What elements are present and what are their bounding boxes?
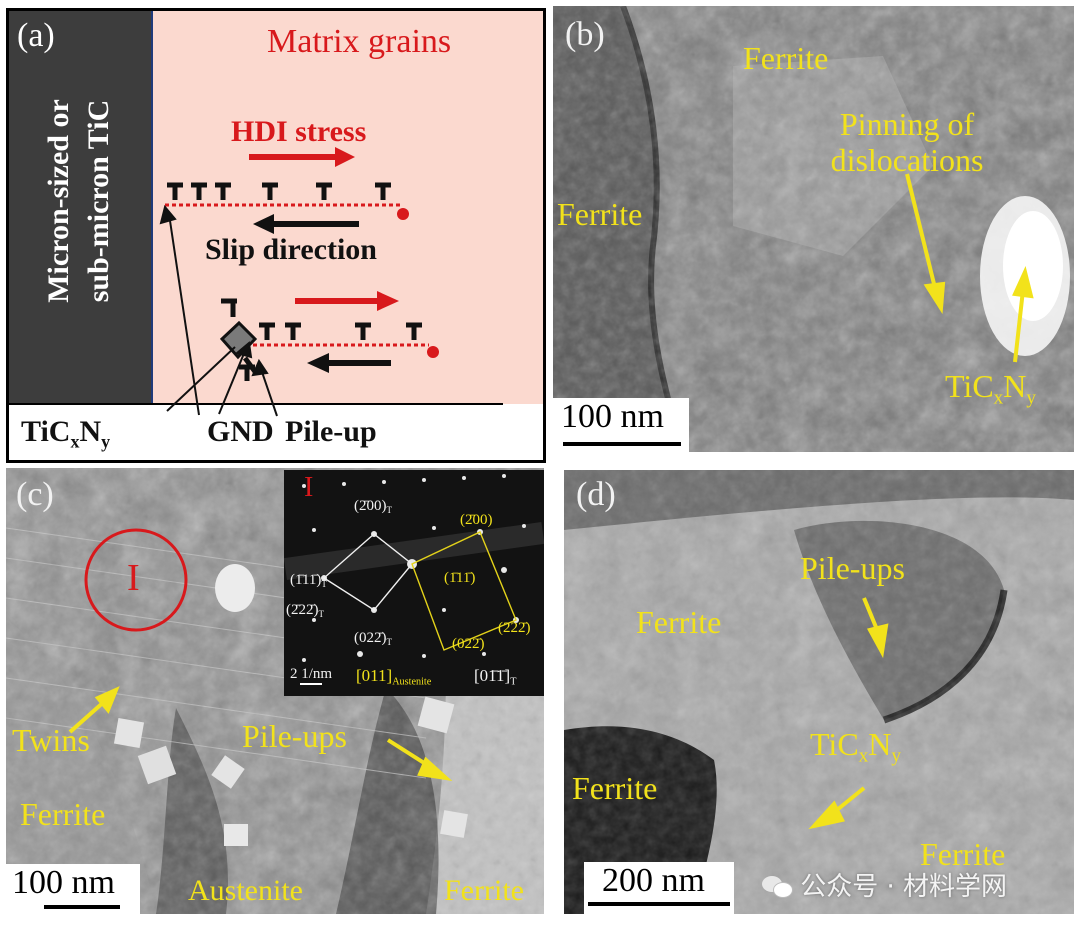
- twin-cell: [322, 533, 413, 611]
- saed-pattern: [284, 470, 544, 696]
- scale-bar-c: [44, 905, 120, 909]
- spot-022-twin: (022̄)T: [354, 630, 392, 648]
- panel-c-label: (c): [16, 476, 54, 513]
- region-i-label: I: [127, 557, 140, 599]
- matrix-grains-label: Matrix grains: [267, 23, 452, 60]
- inset-scale-text: 2 1/nm: [290, 666, 333, 682]
- zone-axis-austenite: [011]Austenite: [356, 666, 432, 688]
- panel-b-micrograph: [553, 6, 1074, 452]
- pileups-label-d: Pile-ups: [800, 550, 905, 586]
- spot-022: (022̄): [452, 636, 485, 652]
- pinning-line-2: dislocations: [830, 142, 984, 178]
- spot-200: (2̄00): [460, 512, 493, 528]
- panel-d-label: (d): [576, 476, 616, 513]
- hdi-stress-label: HDI stress: [231, 115, 367, 148]
- saed-inset: I (2̄00)T (1̄11̄)T (2̄22̄)T (022̄)T (2̄0…: [284, 470, 544, 696]
- austenite-label: Austenite: [188, 874, 303, 907]
- precipitate-line-1: Micron-sized or: [42, 99, 75, 303]
- panel-a: (a) Matrix grains Micron-sized or sub-mi…: [6, 8, 546, 463]
- scale-text-d: 200 nm: [602, 862, 705, 899]
- ticxny-particle: [219, 320, 258, 360]
- pinning-label: Pinning of dislocations: [807, 106, 1007, 178]
- scale-bar-d: [588, 902, 730, 906]
- ferrite-right-c: Ferrite: [444, 874, 524, 907]
- scale-text-b: 100 nm: [561, 398, 664, 435]
- matrix-region: [152, 11, 543, 404]
- watermark: 公众号 · 材料学网: [762, 866, 1007, 903]
- panel-d: (d) Pile-ups Ferrite TiCxNy Ferrite Ferr…: [564, 470, 1074, 914]
- ferrite-left-b: Ferrite: [557, 196, 643, 232]
- scale-text-c: 100 nm: [12, 864, 115, 901]
- spot-200-twin: (2̄00)T: [354, 498, 392, 516]
- scale-bar-b: [563, 442, 681, 446]
- inset-label: I: [304, 472, 314, 503]
- austenite-cell: [411, 531, 517, 651]
- ferrite-left-c: Ferrite: [20, 796, 106, 832]
- ferrite-top-b: Ferrite: [743, 40, 829, 76]
- ticxny-label-a: TiCxNy: [21, 415, 111, 452]
- pileup-label-a: Pile-up: [285, 415, 377, 448]
- ticxny-label-b: TiCxNy: [945, 368, 1036, 409]
- pileups-label-c: Pile-ups: [242, 718, 347, 754]
- ferrite-center-d: Ferrite: [636, 604, 722, 640]
- twins-label: Twins: [12, 722, 90, 758]
- panel-a-schematic: [9, 11, 543, 417]
- spot-111-twin: (1̄11̄)T: [290, 572, 327, 590]
- gnd-label: GND: [207, 415, 274, 448]
- precipitate-region: [9, 11, 152, 404]
- ferrite-right-d: Ferrite: [920, 836, 1006, 872]
- ferrite-left-d: Ferrite: [572, 770, 658, 806]
- precipitate-line-2: sub-micron TiC: [82, 99, 115, 303]
- panel-b: (b) Ferrite Ferrite Pinning of dislocati…: [553, 6, 1074, 452]
- zone-axis-twin: [01̄1̄]T: [474, 666, 517, 688]
- spot-222: (222̄): [498, 620, 531, 636]
- dislocations-top: [167, 182, 391, 200]
- ticxny-label-d: TiCxNy: [810, 726, 901, 767]
- watermark-text: 公众号 · 材料学网: [800, 872, 1008, 902]
- wechat-icon: [762, 874, 793, 898]
- precipitate-side-label: Micron-sized or sub-micron TiC: [39, 41, 119, 361]
- panel-b-label: (b): [565, 16, 605, 53]
- region-circle: [84, 528, 188, 632]
- pinning-line-1: Pinning of: [839, 106, 975, 142]
- spot-111: (1̄11̄): [444, 570, 476, 586]
- panel-c: (c) I I (2̄00)T (1̄11̄)T (2̄2: [6, 468, 544, 914]
- spot-222-twin: (2̄22̄)T: [286, 602, 324, 620]
- panel-a-label: (a): [17, 17, 55, 54]
- slip-direction-label: Slip direction: [205, 233, 377, 266]
- panel-d-micrograph: [564, 470, 1074, 914]
